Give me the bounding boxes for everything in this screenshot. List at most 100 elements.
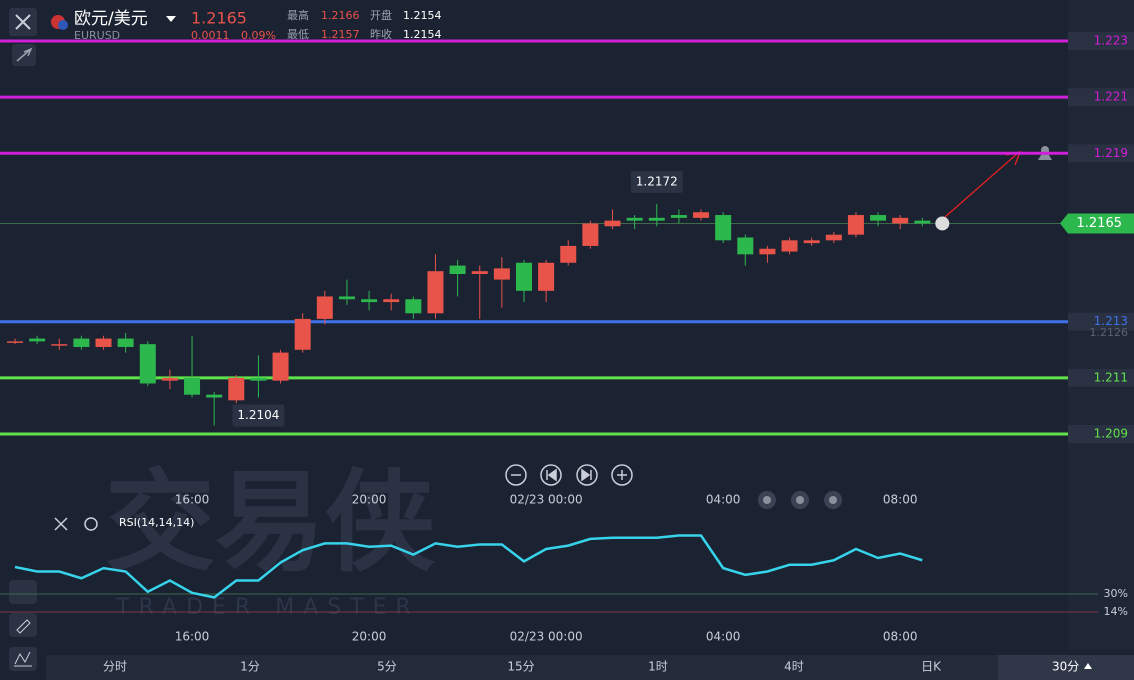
tab[interactable]: 1分 xyxy=(240,660,260,674)
candle-body xyxy=(737,237,754,255)
stat-value: 1.2154 xyxy=(403,9,442,22)
active-tab[interactable]: 30分 xyxy=(1052,660,1079,674)
stat-value: 1.2157 xyxy=(321,28,360,41)
dropdown-arrow[interactable] xyxy=(166,16,176,22)
stat-label: 最低 xyxy=(287,28,309,41)
tabs: 分时 1分 5分 15分 1时 4时 日K xyxy=(103,660,942,674)
price-label-bg xyxy=(1068,368,1134,387)
annotation-bg xyxy=(630,170,683,193)
x-tick-label: 20:00 xyxy=(352,493,387,507)
x-tick-label: 20:00 xyxy=(352,630,387,644)
tab-caret[interactable] xyxy=(1084,663,1092,669)
stat-value: 1.2166 xyxy=(321,9,360,22)
candle-body xyxy=(206,394,223,398)
change-pct: 0.09% xyxy=(241,29,276,42)
candle-body xyxy=(759,248,776,255)
x-tick-label: 02/23 00:00 xyxy=(510,630,583,644)
tab[interactable]: 15分 xyxy=(507,660,534,674)
current-price-label: 1.2165 xyxy=(1077,216,1123,231)
candle-body xyxy=(405,299,422,314)
candle-body xyxy=(361,299,378,303)
stat-label: 开盘 xyxy=(370,8,392,22)
candle-body xyxy=(7,341,23,343)
y-tick-label: 1.213 xyxy=(1094,314,1128,328)
annotation: 1.2172 xyxy=(636,174,678,188)
candle-body xyxy=(582,223,599,246)
candle-body xyxy=(648,217,665,221)
active-tab-bg xyxy=(998,655,1134,680)
y-tick-label: 1.209 xyxy=(1094,427,1128,441)
watermark-sub: TRADER MASTER xyxy=(115,595,420,620)
candle-body xyxy=(139,344,156,384)
y-tick-label: 1.219 xyxy=(1094,146,1128,160)
x-tick-label: 16:00 xyxy=(175,493,210,507)
stat-value: 1.2154 xyxy=(403,28,442,41)
collapse-icon xyxy=(16,47,33,62)
dots-inner xyxy=(763,496,837,504)
x-tick-label: 16:00 xyxy=(175,630,210,644)
candle-body xyxy=(803,240,820,244)
y-tick-label: 1.221 xyxy=(1094,90,1128,104)
price-label-bg xyxy=(1068,32,1134,50)
tab[interactable]: 1时 xyxy=(648,660,668,674)
close-icon xyxy=(15,14,31,30)
first[interactable] xyxy=(540,464,562,486)
info-icon xyxy=(935,216,950,231)
candle-body xyxy=(383,299,400,303)
price-label-bg xyxy=(1068,425,1134,443)
side-tools xyxy=(9,580,37,671)
zoom-out[interactable] xyxy=(505,464,527,486)
tab[interactable]: 分时 xyxy=(103,660,127,674)
tool-button[interactable] xyxy=(9,580,37,604)
candle-body xyxy=(228,377,245,401)
candle-body xyxy=(870,215,887,221)
last[interactable] xyxy=(576,464,598,486)
tab[interactable]: 4时 xyxy=(784,660,804,674)
candle-body xyxy=(781,240,798,252)
stat-label: 最高 xyxy=(287,8,309,22)
x-tick-label: 04:00 xyxy=(706,493,741,507)
candle-body xyxy=(250,377,267,381)
rsi-settings[interactable] xyxy=(84,517,98,531)
candle-body xyxy=(604,220,621,227)
annotation-bg xyxy=(232,404,285,427)
candle-body xyxy=(626,217,643,221)
x-tick-label: 08:00 xyxy=(883,493,918,507)
price-label-bg xyxy=(1068,88,1134,107)
nav-buttons xyxy=(505,464,633,486)
tool-button[interactable] xyxy=(9,613,37,637)
candle-body xyxy=(294,318,311,350)
x-tick-label: 08:00 xyxy=(883,630,918,644)
tab[interactable]: 日K xyxy=(921,660,942,674)
candle-body xyxy=(95,338,112,347)
watermark: 交易侠 xyxy=(105,458,436,586)
candle-body xyxy=(693,212,710,218)
tab[interactable]: 5分 xyxy=(377,660,397,674)
candle-body xyxy=(715,215,732,241)
zoom-in[interactable] xyxy=(611,464,633,486)
toolbar xyxy=(46,655,1134,680)
candle-body xyxy=(892,217,909,224)
candle-body xyxy=(449,265,466,274)
rsi-close[interactable] xyxy=(54,517,68,531)
x-tick-label: 02/23 00:00 xyxy=(510,493,583,507)
change: 0.0011 xyxy=(191,29,230,42)
candle-body xyxy=(316,296,333,319)
candle-body xyxy=(51,344,68,346)
candle-body xyxy=(914,220,931,224)
candle-body xyxy=(560,245,577,263)
candle-body xyxy=(825,234,842,241)
ref-price: 1.2126 xyxy=(1090,326,1129,339)
current-price-tag xyxy=(1060,213,1134,234)
candle-body xyxy=(184,377,201,395)
stat-label: 昨收 xyxy=(370,27,392,41)
symbol-code: EURUSD xyxy=(74,29,120,42)
candle-body xyxy=(847,215,864,235)
candle-body xyxy=(161,377,178,381)
x-tick-label: 04:00 xyxy=(706,630,741,644)
candle-body xyxy=(29,338,46,342)
candle-body xyxy=(427,271,444,314)
symbol-name[interactable]: 欧元/美元 xyxy=(74,9,148,29)
